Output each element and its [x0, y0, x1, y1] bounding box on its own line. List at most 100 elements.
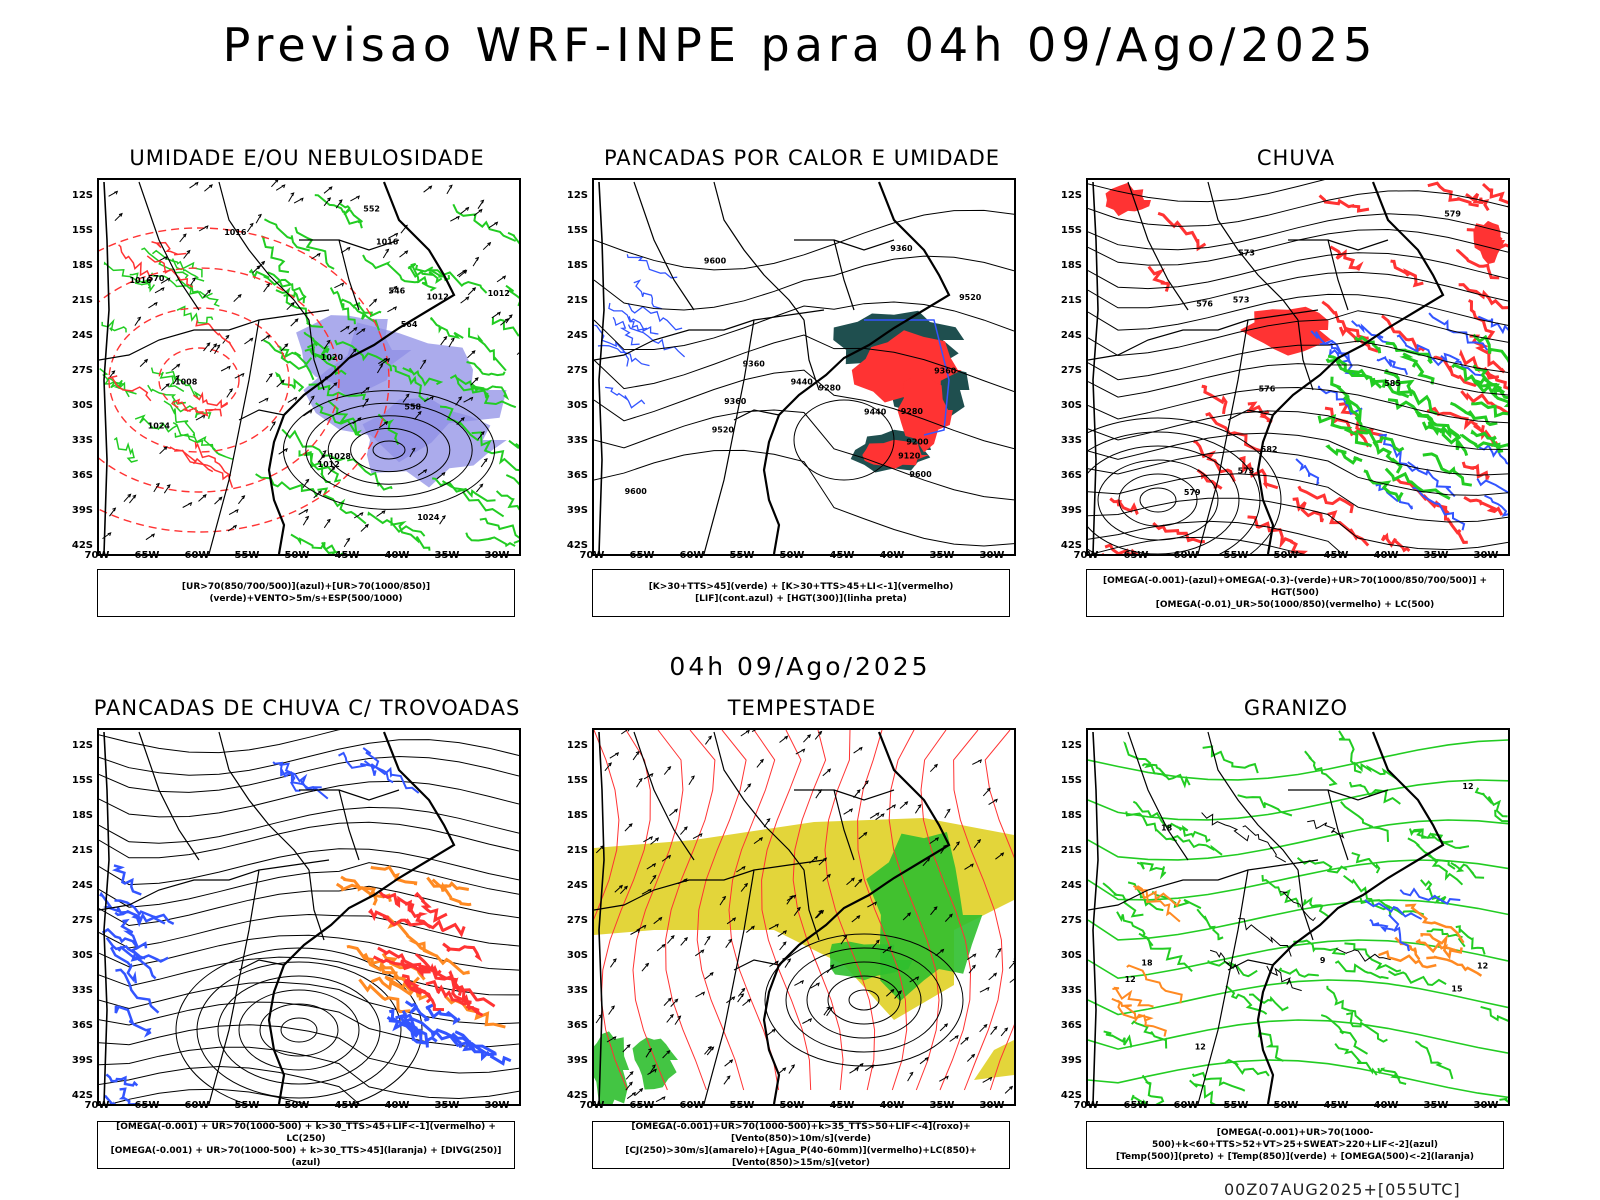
contour-label: 1012 [318, 460, 340, 469]
contour-label: 9280 [901, 407, 924, 416]
contour-label: 1020 [321, 353, 344, 362]
legend-line: [K>30+TTS>45](verde) + [K>30+TTS>45+LI<-… [648, 582, 954, 592]
contour-label: 9520 [959, 293, 982, 302]
legend-line: [OMEGA(-0.001)+UR>70(1000-500)+k<60+TTS>… [1151, 1128, 1439, 1150]
lat-tick-label: 42S [1060, 540, 1082, 551]
lon-tick-label: 40W [1373, 550, 1399, 561]
lat-tick-label: 39S [71, 505, 93, 516]
legend-line: [OMEGA(-0.001)-(azul)+OMEGA(-0.3)-(verde… [1102, 576, 1488, 598]
contour-label: 573 [1233, 296, 1250, 305]
lat-tick-label: 33S [1060, 435, 1082, 446]
lon-tick-label: 35W [1423, 550, 1449, 561]
lat-tick-label: 27S [1060, 915, 1082, 926]
contour-label: 1012 [488, 289, 510, 298]
mid-date: 04h 09/Ago/2025 [669, 652, 931, 681]
lat-tick-label: 27S [71, 915, 93, 926]
contour-label: 1024 [417, 513, 440, 522]
legend-box-4: [OMEGA(-0.001) + UR>70(1000-500) + k>30_… [97, 1121, 515, 1169]
lon-tick-label: 65W [629, 550, 655, 561]
contour-label: 1024 [148, 422, 171, 431]
lon-tick-label: 55W [234, 1100, 260, 1111]
panel-title-3: CHUVA [1256, 146, 1336, 170]
lon-tick-label: 60W [1173, 1100, 1199, 1111]
lon-tick-label: 50W [779, 550, 805, 561]
lon-tick-label: 45W [334, 550, 360, 561]
lat-tick-label: 18S [71, 810, 93, 821]
legend-box-3: [OMEGA(-0.001)-(azul)+OMEGA(-0.3)-(verde… [1086, 569, 1504, 617]
lat-tick-label: 24S [566, 330, 588, 341]
contour-label: 582 [1261, 445, 1278, 454]
lat-tick-label: 33S [566, 435, 588, 446]
contour-label: 12 [1125, 975, 1136, 984]
lon-tick-label: 50W [284, 1100, 310, 1111]
lon-tick-label: 55W [729, 1100, 755, 1111]
lat-tick-label: 18S [566, 260, 588, 271]
map-canvas: 9600 9600 9600 9520 9520 9440 9440 9360 9280 9200… [594, 181, 1014, 554]
contour-label: 9360 [743, 360, 766, 369]
lat-tick-label: 42S [71, 1090, 93, 1101]
lat-tick-label: 21S [71, 295, 93, 306]
lon-tick-label: 55W [1223, 550, 1249, 561]
legend-box-6: [OMEGA(-0.001)+UR>70(1000-500)+k<60+TTS>… [1086, 1121, 1504, 1169]
legend-box-5: [OMEGA(-0.001)+UR>70(1000-500)+k>35_TTS>… [592, 1121, 1010, 1169]
lat-tick-label: 24S [71, 880, 93, 891]
lon-tick-label: 40W [1373, 1100, 1399, 1111]
contour-label: 9600 [909, 470, 932, 479]
contour-label: 18 [1141, 959, 1153, 968]
lat-tick-label: 30S [1060, 400, 1082, 411]
lat-tick-label: 18S [1060, 260, 1082, 271]
lat-tick-label: 39S [566, 1055, 588, 1066]
map-panel-3: 582 576 573 579 576 573 585 573 579 [1086, 178, 1510, 556]
lat-tick-label: 24S [1060, 330, 1082, 341]
lat-tick-label: 36S [1060, 1020, 1082, 1031]
lat-tick-label: 36S [71, 1020, 93, 1031]
lon-tick-label: 65W [134, 1100, 160, 1111]
lat-tick-label: 42S [1060, 1090, 1082, 1101]
lat-tick-label: 21S [71, 845, 93, 856]
lon-tick-label: 35W [929, 550, 955, 561]
legend-box-2: [K>30+TTS>45](verde) + [K>30+TTS>45+LI<-… [592, 569, 1010, 617]
lon-tick-label: 30W [484, 1100, 510, 1111]
contour-label: 9280 [819, 384, 842, 393]
contour-label: 9360 [890, 244, 913, 253]
lon-tick-label: 50W [284, 550, 310, 561]
contour-label: 552 [363, 205, 380, 214]
contour-label: 576 [1196, 300, 1213, 309]
legend-line: [OMEGA(-0.001) + UR>70(1000-500) + k>30_… [110, 1146, 502, 1168]
lat-tick-label: 33S [566, 985, 588, 996]
panel-title-1: UMIDADE E/OU NEBULOSIDADE [129, 146, 485, 170]
lat-tick-label: 12S [566, 190, 588, 201]
lat-tick-label: 27S [1060, 365, 1082, 376]
map-panel-1: 1016 1012 1020 1024 1016 1012 1008 1012 1028 1016… [97, 178, 521, 556]
lat-tick-label: 27S [566, 915, 588, 926]
contour-label: 564 [401, 320, 418, 329]
panel-title-5: TEMPESTADE [727, 696, 877, 720]
lon-tick-label: 70W [1073, 1100, 1099, 1111]
contour-label: 9360 [724, 397, 747, 406]
lat-tick-label: 33S [71, 985, 93, 996]
lat-tick-label: 27S [566, 365, 588, 376]
lat-tick-label: 27S [71, 365, 93, 376]
contour-label: 12 [1462, 782, 1473, 791]
lon-tick-label: 30W [979, 550, 1005, 561]
lon-tick-label: 50W [1273, 550, 1299, 561]
contour-label: 9 [1320, 956, 1326, 965]
lat-tick-label: 12S [566, 740, 588, 751]
lat-tick-label: 36S [566, 470, 588, 481]
panel-title-2: PANCADAS POR CALOR E UMIDADE [603, 146, 1001, 170]
lat-tick-label: 30S [71, 950, 93, 961]
lat-tick-label: 15S [1060, 775, 1082, 786]
lat-tick-label: 12S [71, 740, 93, 751]
lat-tick-label: 36S [1060, 470, 1082, 481]
contour-label: 585 [1384, 379, 1401, 388]
map-panel-4 [97, 728, 521, 1106]
lat-tick-label: 15S [71, 225, 93, 236]
lon-tick-label: 70W [579, 1100, 605, 1111]
contour-label: 9520 [712, 425, 735, 434]
lat-tick-label: 15S [1060, 225, 1082, 236]
contour-label: 9360 [934, 366, 957, 375]
lon-tick-label: 45W [829, 550, 855, 561]
lon-tick-label: 45W [334, 1100, 360, 1111]
lat-tick-label: 21S [1060, 845, 1082, 856]
contour-label: 573 [1238, 249, 1255, 258]
